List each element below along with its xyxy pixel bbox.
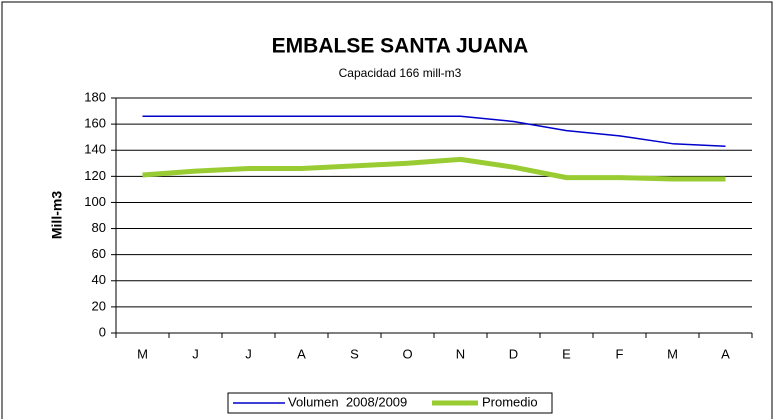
- x-tick-label: A: [721, 346, 730, 361]
- y-axis-label: Mill-m3: [49, 191, 65, 239]
- x-tick-label: M: [137, 346, 148, 361]
- y-tick-label: 20: [92, 298, 106, 313]
- x-tick-label: J: [192, 346, 199, 361]
- legend-box: [227, 392, 553, 414]
- y-tick-label: 180: [84, 89, 106, 104]
- y-tick-label: 0: [99, 324, 106, 339]
- y-tick-label: 140: [84, 142, 106, 157]
- y-tick-label: 160: [84, 116, 106, 131]
- x-tick-label: N: [456, 346, 465, 361]
- x-tick-label: F: [616, 346, 624, 361]
- series-line: [142, 115, 726, 148]
- chart-title: EMBALSE SANTA JUANA: [272, 35, 529, 58]
- x-tick-label: J: [245, 346, 252, 361]
- x-tick-label: E: [562, 346, 571, 361]
- x-tick-label: A: [297, 346, 306, 361]
- y-tick-label: 100: [84, 194, 106, 209]
- x-tick-label: D: [509, 346, 518, 361]
- y-tick-label: 40: [92, 272, 106, 287]
- chart-subtitle: Capacidad 166 mill-m3: [339, 66, 462, 80]
- series-line: [142, 156, 726, 182]
- x-tick-label: M: [667, 346, 678, 361]
- x-tick-label: O: [402, 346, 412, 361]
- y-tick-label: 80: [92, 220, 106, 235]
- x-tick-label: S: [350, 346, 359, 361]
- y-tick-label: 120: [84, 168, 106, 183]
- y-tick-label: 60: [92, 246, 106, 261]
- legend-label: Volumen 2008/2009: [288, 394, 407, 409]
- legend-label: Promedio: [482, 394, 538, 409]
